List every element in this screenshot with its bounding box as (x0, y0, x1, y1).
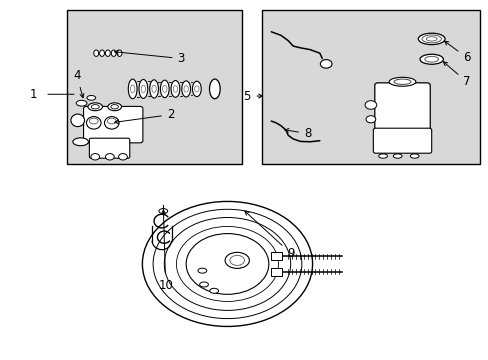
Text: 2: 2 (114, 108, 174, 124)
FancyBboxPatch shape (372, 128, 431, 153)
Ellipse shape (160, 80, 169, 98)
Circle shape (320, 60, 331, 68)
Bar (271, 267, 282, 276)
Circle shape (366, 116, 375, 123)
Ellipse shape (104, 117, 119, 129)
Ellipse shape (209, 79, 220, 99)
Ellipse shape (198, 268, 206, 273)
Ellipse shape (393, 79, 410, 85)
Text: 10: 10 (158, 210, 173, 292)
Ellipse shape (87, 95, 96, 100)
Ellipse shape (89, 118, 98, 124)
Ellipse shape (139, 80, 147, 98)
Text: 6: 6 (444, 41, 469, 64)
Ellipse shape (192, 81, 201, 96)
Circle shape (105, 154, 114, 160)
FancyBboxPatch shape (83, 107, 142, 143)
Ellipse shape (108, 103, 121, 111)
Ellipse shape (159, 208, 167, 213)
Ellipse shape (88, 103, 102, 111)
Bar (67, 10, 242, 164)
Ellipse shape (111, 50, 116, 57)
Ellipse shape (183, 86, 188, 92)
Ellipse shape (426, 37, 436, 41)
Ellipse shape (100, 50, 104, 57)
Ellipse shape (229, 255, 244, 265)
Ellipse shape (91, 105, 99, 109)
Ellipse shape (76, 100, 87, 106)
Text: 3: 3 (114, 50, 184, 65)
Ellipse shape (141, 85, 145, 93)
Ellipse shape (417, 33, 444, 45)
Circle shape (137, 198, 317, 330)
Ellipse shape (73, 138, 88, 146)
Text: 5: 5 (243, 90, 250, 103)
Ellipse shape (392, 154, 401, 158)
Ellipse shape (171, 81, 180, 97)
FancyBboxPatch shape (374, 83, 429, 134)
Text: 7: 7 (443, 62, 469, 88)
Ellipse shape (152, 85, 156, 93)
FancyBboxPatch shape (89, 138, 129, 158)
Circle shape (91, 154, 100, 160)
Bar (261, 10, 479, 164)
Bar (271, 252, 282, 260)
Ellipse shape (71, 114, 84, 127)
Ellipse shape (409, 154, 418, 158)
Ellipse shape (130, 85, 135, 93)
Ellipse shape (199, 282, 208, 287)
Ellipse shape (94, 50, 99, 57)
Circle shape (186, 234, 268, 294)
Ellipse shape (421, 35, 441, 43)
Ellipse shape (111, 105, 118, 109)
Text: 8: 8 (284, 127, 311, 140)
Text: 1: 1 (29, 88, 37, 101)
Ellipse shape (388, 77, 415, 86)
Circle shape (118, 154, 127, 160)
Ellipse shape (105, 50, 110, 57)
Ellipse shape (209, 288, 218, 293)
Ellipse shape (117, 50, 122, 57)
Ellipse shape (107, 118, 116, 124)
Text: 9: 9 (244, 211, 294, 260)
Ellipse shape (224, 252, 249, 269)
Ellipse shape (128, 79, 137, 99)
Text: 4: 4 (73, 69, 83, 98)
Ellipse shape (194, 86, 199, 92)
Ellipse shape (173, 86, 177, 92)
Ellipse shape (182, 81, 190, 97)
Ellipse shape (162, 85, 166, 93)
Circle shape (365, 101, 376, 109)
Ellipse shape (378, 154, 386, 158)
Ellipse shape (424, 57, 438, 62)
Ellipse shape (419, 54, 443, 64)
Ellipse shape (86, 117, 101, 129)
Ellipse shape (149, 80, 158, 98)
